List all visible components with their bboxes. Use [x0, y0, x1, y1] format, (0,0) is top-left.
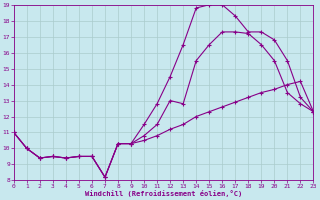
X-axis label: Windchill (Refroidissement éolien,°C): Windchill (Refroidissement éolien,°C) [85, 190, 242, 197]
